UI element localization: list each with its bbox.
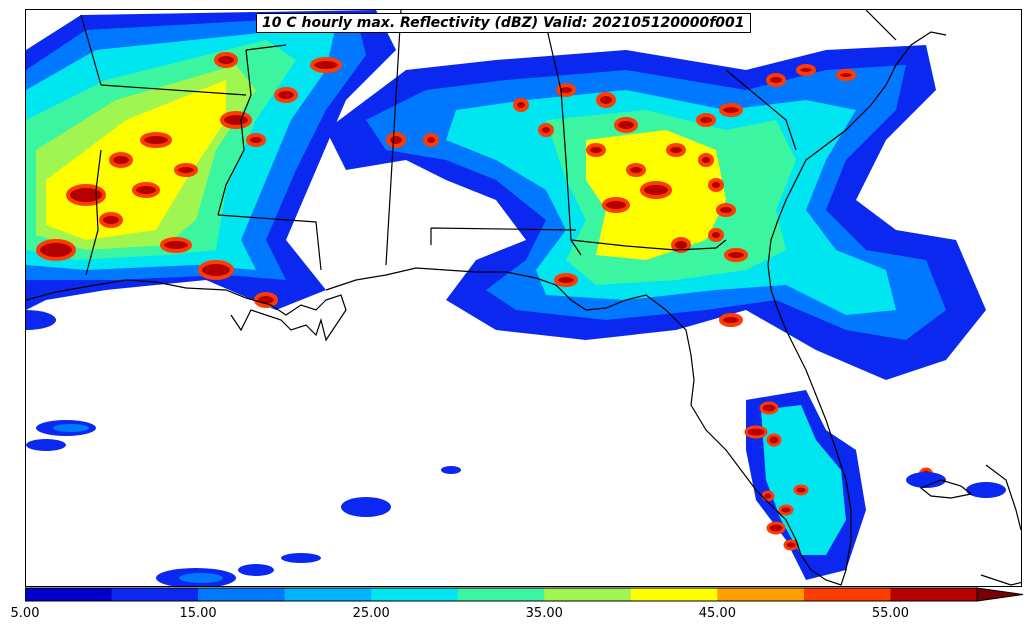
fl-panhandle-border [430,227,577,245]
ar-tn-border [245,44,287,51]
ms-state-border [217,214,322,271]
ms-al-border [385,10,402,266]
ms-river-border [217,49,252,216]
map-title: 10 C hourly max. Reflectivity (dBZ) Vali… [256,13,751,33]
colorbar-tick-label: 45.00 [698,606,736,621]
ne-border [865,10,897,41]
colorbar-segment [717,588,805,601]
colorbar-tick-label: 15.00 [179,606,217,621]
colorbar-tick-label: 55.00 [871,606,910,621]
cuba-edge [980,464,1021,586]
colorbar-tick-label: 25.00 [352,606,390,621]
cells-west [36,52,342,308]
bahamas-island [919,479,973,499]
colorbar-segment [284,588,372,601]
colorbar-segment [371,588,459,601]
ga-fl-border [570,239,727,251]
map-borders [26,10,1021,586]
nw-border [80,14,102,86]
al-ga-border [545,24,582,256]
colorbar-extend-arrow [976,587,1024,602]
cells-florida [744,401,938,551]
la-ar-border [100,84,247,96]
colorbar-segment [457,588,545,601]
colorbar-segment [803,588,891,601]
echo-cyan-florida [761,405,846,555]
reflectivity-field [26,10,1006,586]
gulf-echoes-2 [53,424,223,583]
colorbar-segment [111,588,199,601]
colorbar-tick-label: 5.00 [10,606,40,621]
ga-sc-border [725,69,797,151]
colorbar-outline [25,587,978,602]
cells-central [386,64,856,327]
reflectivity-map [26,10,1021,586]
colorbar-tick-label: 35.00 [525,606,563,621]
colorbar [25,587,1024,602]
tx-la-border [85,149,102,276]
colorbar-segment [890,588,978,601]
colorbar-segment [198,588,286,601]
colorbar-segment [630,588,718,601]
colorbar-segment [25,588,113,601]
gulf-coastline [26,31,947,586]
colorbar-segment [544,588,632,601]
map-frame [25,9,1022,587]
